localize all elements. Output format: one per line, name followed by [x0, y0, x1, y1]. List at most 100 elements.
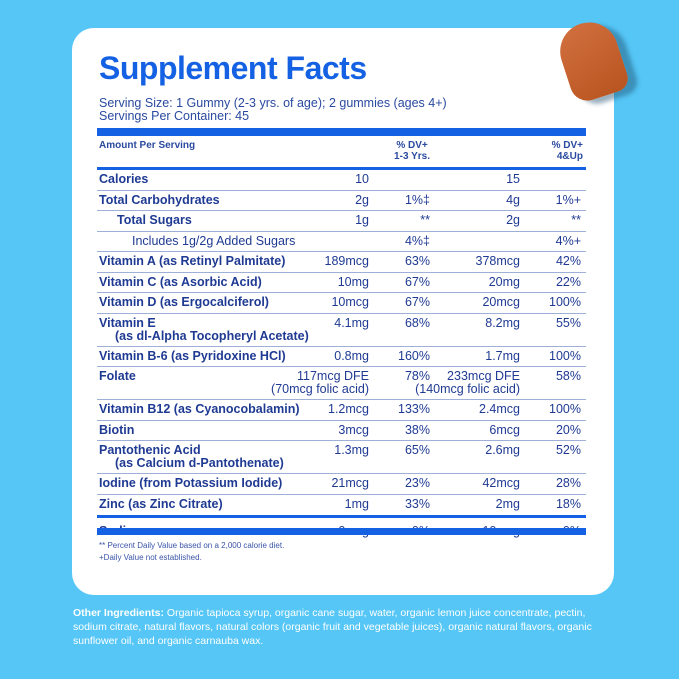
dv-1-3: 33%	[404, 496, 430, 511]
dv-1-3: **	[420, 213, 430, 227]
column-header: Amount Per Serving % DV+ 1-3 Yrs. % DV+ 4&…	[99, 140, 583, 168]
table-row: Vitamin B-6 (as Pyridoxine HCl) 0.8mg 160%…	[97, 347, 586, 367]
amount-1-3: 10mg	[337, 274, 369, 289]
servings-per-container: Servings Per Container: 45	[99, 109, 250, 123]
nutrient-name: Zinc (as Zinc Citrate)	[99, 496, 223, 511]
table-row: Pantothenic Acid (as Calcium d-Pantothena…	[97, 441, 586, 474]
amount-1-3: 1.3mg	[334, 443, 369, 457]
nutrient-name: Total Sugars	[117, 213, 192, 227]
dv-1-3: 160%	[398, 348, 430, 363]
dv-1-3: 38%	[404, 422, 430, 437]
table-row: Vitamin A (as Retinyl Palmitate) 189mcg 63…	[97, 252, 586, 273]
nutrient-name: Pantothenic Acid (as Calcium d-Pantothena…	[99, 443, 284, 470]
dv-4-up: **	[571, 213, 581, 227]
dv-1-3-header: % DV+ 1-3 Yrs.	[394, 140, 430, 162]
dv-4-up: 4%+	[555, 233, 581, 248]
amount-4-up: 2mg	[495, 496, 520, 511]
divider-thick	[97, 167, 586, 170]
serving-info: Serving Size: 1 Gummy (2-3 yrs. of age);…	[99, 97, 447, 123]
amount-4-up: 2.4mcg	[479, 402, 520, 416]
nutrient-name: Biotin	[99, 422, 135, 437]
nutrient-name: Calories	[99, 172, 149, 186]
table-row: Total Sugars 1g ** 2g **	[97, 211, 586, 232]
amount-1-3: 10	[355, 172, 369, 186]
amount-1-3: 117mcg DFE (70mcg folic acid)	[271, 369, 369, 396]
amount-4-up: 15	[506, 172, 520, 186]
amount-1-3: 21mcg	[331, 476, 369, 490]
dv-4-up: 52%	[555, 443, 581, 457]
nutrient-name: Total Carbohydrates	[99, 192, 220, 207]
amount-4-up: 42mcg	[482, 476, 520, 490]
nutrient-name: Vitamin B-6 (as Pyridoxine HCl)	[99, 348, 286, 363]
dv-1-3: 65%	[404, 443, 430, 457]
dv-4-up: 28%	[555, 476, 581, 490]
amount-1-3: 0.8mg	[334, 348, 369, 363]
dv-4-up: 55%	[555, 315, 581, 330]
amount-4-up: 8.2mg	[485, 315, 520, 330]
amount-4-up: 1.7mg	[485, 348, 520, 363]
header-bar	[97, 128, 586, 136]
amount-1-3: 3mcg	[338, 422, 369, 437]
dv-4-up-header: % DV+ 4&Up	[551, 140, 583, 162]
table-row: Total Carbohydrates 2g 1%‡ 4g 1%+	[97, 191, 586, 211]
ingredients-text: Organic tapioca syrup, organic cane suga…	[73, 607, 592, 647]
dv-4-up: 1%+	[555, 192, 581, 207]
dv-4-up: 100%	[549, 295, 581, 309]
footer-bar	[97, 528, 586, 535]
dv-1-3: 133%	[398, 402, 430, 416]
dv-1-3: 4%‡	[404, 233, 430, 248]
table-row: Biotin 3mcg 38% 6mcg 20%	[97, 421, 586, 441]
other-ingredients: Other Ingredients: Organic tapioca syrup…	[73, 606, 613, 648]
amount-4-up: 2g	[506, 213, 520, 227]
dv-1-3: 67%	[404, 274, 430, 289]
dv-4-up: 18%	[555, 496, 581, 511]
amount-4-up: 6mcg	[489, 422, 520, 437]
amount-per-serving-label: Amount Per Serving	[99, 140, 196, 151]
supplement-facts-card	[72, 28, 614, 595]
serving-size: Serving Size: 1 Gummy (2-3 yrs. of age);…	[99, 96, 447, 110]
dv-1-3: 78%	[404, 369, 430, 383]
amount-4-up: 4g	[506, 192, 520, 207]
nutrient-name: Includes 1g/2g Added Sugars	[132, 233, 296, 248]
amount-1-3: 1.2mcg	[328, 402, 369, 416]
amount-4-up: 378mcg	[475, 254, 520, 268]
nutrient-name: Vitamin A (as Retinyl Palmitate)	[99, 254, 286, 268]
amount-4-up: 233mcg DFE (140mcg folic acid)	[415, 369, 520, 396]
dv-1-3: 63%	[404, 254, 430, 268]
table-row: Vitamin B12 (as Cyanocobalamin) 1.2mcg 133…	[97, 400, 586, 421]
nutrient-name: Vitamin B12 (as Cyanocobalamin)	[99, 402, 300, 416]
nutrient-name: Iodine (from Potassium Iodide)	[99, 476, 283, 490]
nutrient-table: Calories 10 15 Total Carbohydrates 2g 1%‡ 4g 1%…	[97, 170, 586, 542]
amount-4-up: 2.6mg	[485, 443, 520, 457]
dv-4-up: 42%	[555, 254, 581, 268]
amount-1-3: 1g	[355, 213, 369, 227]
table-row: Iodine (from Potassium Iodide) 21mcg 23% 42…	[97, 474, 586, 495]
dv-4-up: 100%	[549, 348, 581, 363]
dv-4-up: 100%	[549, 402, 581, 416]
amount-1-3: 2g	[355, 192, 369, 207]
ingredients-label: Other Ingredients:	[73, 607, 165, 619]
footnote-dv: ** Percent Daily Value based on a 2,000 …	[99, 541, 285, 550]
dv-4-up: 58%	[555, 369, 581, 383]
dv-1-3: 1%‡	[404, 192, 430, 207]
footnote-not-established: +Daily Value not established.	[99, 553, 202, 562]
table-row: Vitamin E (as dl-Alpha Tocopheryl Acetate…	[97, 314, 586, 347]
dv-4-up: 22%	[555, 274, 581, 289]
amount-1-3: 4.1mg	[334, 315, 369, 330]
dv-4-up: 20%	[555, 422, 581, 437]
dv-1-3: 68%	[404, 315, 430, 330]
amount-1-3: 10mcg	[331, 295, 369, 309]
table-row: Vitamin C (as Asorbic Acid) 10mg 67% 20mg 22…	[97, 273, 586, 293]
dv-1-3: 67%	[404, 295, 430, 309]
nutrient-name: Vitamin C (as Asorbic Acid)	[99, 274, 262, 289]
amount-1-3: 189mcg	[324, 254, 369, 268]
table-row: Vitamin D (as Ergocalciferol) 10mcg 67% 20m…	[97, 293, 586, 314]
nutrient-name: Vitamin D (as Ergocalciferol)	[99, 295, 269, 309]
table-row: Folate 117mcg DFE (70mcg folic acid) 78% 233…	[97, 367, 586, 400]
amount-4-up: 20mg	[488, 274, 520, 289]
amount-4-up: 20mcg	[482, 295, 520, 309]
dv-1-3: 23%	[404, 476, 430, 490]
nutrient-name: Vitamin E (as dl-Alpha Tocopheryl Acetate…	[99, 315, 309, 343]
table-row: Includes 1g/2g Added Sugars 4%‡ 4%+	[97, 232, 586, 252]
nutrient-name: Folate	[99, 369, 136, 383]
